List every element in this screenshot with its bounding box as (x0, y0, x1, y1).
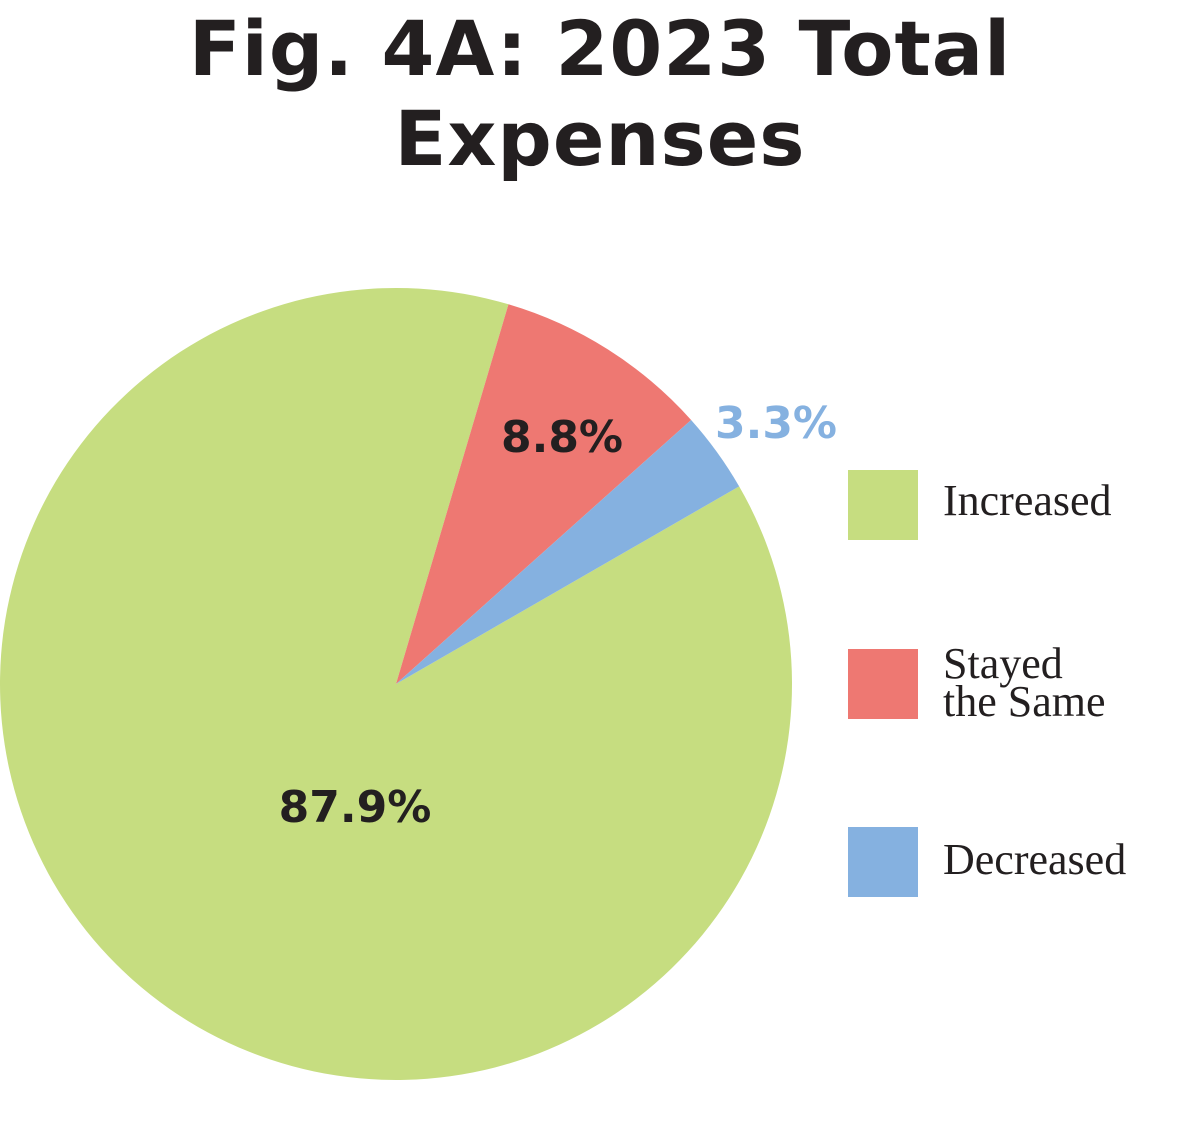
pie-slices (0, 288, 792, 1080)
legend-item-stayed-the-same: Stayed the Same (848, 642, 1178, 724)
legend-item-decreased: Decreased (848, 827, 1178, 899)
pie-slice-label-stayed-the-same: 8.8% (501, 412, 623, 463)
pie-slice-labels: 87.9% 8.8% 3.3% (279, 398, 837, 833)
legend-label-line: Increased (943, 476, 1112, 525)
legend-label-decreased: Decreased (943, 838, 1183, 882)
legend-label-increased: Increased (943, 479, 1183, 523)
pie-slice-stayed-the-same (396, 304, 692, 684)
legend-item-increased: Increased (848, 470, 1178, 542)
legend-label-line: Stayed (943, 639, 1063, 688)
pie-slice-increased (0, 288, 792, 1080)
legend-label-stayed-the-same: Stayed the Same (943, 642, 1183, 724)
legend-swatch-decreased (848, 827, 918, 897)
pie-slice-label-increased: 87.9% (279, 782, 432, 833)
legend-swatch-increased (848, 470, 918, 540)
pie-slice-decreased (396, 419, 740, 684)
legend-swatch-stayed-the-same (848, 649, 918, 719)
chart-title: Fig. 4A: 2023 Total Expenses (188, 4, 1012, 183)
pie-slice-label-decreased: 3.3% (715, 398, 837, 449)
legend-label-line: the Same (943, 677, 1106, 726)
legend-label-line: Decreased (943, 835, 1127, 884)
